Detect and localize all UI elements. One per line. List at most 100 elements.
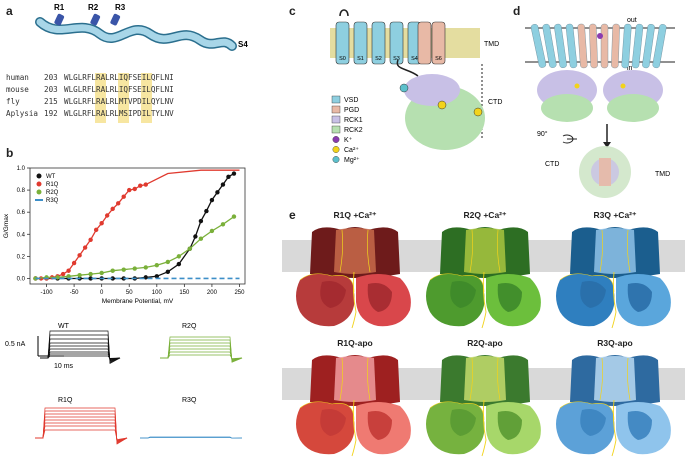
current-trace-r2q [160, 348, 243, 361]
segment-label: S1 [357, 56, 364, 62]
data-point-r2q [209, 228, 215, 234]
helix [530, 24, 547, 68]
map-label: R1Q +Ca²⁺ [333, 210, 377, 220]
tmd-label: TMD [484, 41, 499, 48]
map-label: R3Q-apo [597, 338, 633, 348]
residue-position: 192 [44, 109, 58, 118]
data-point-r1q [132, 186, 137, 192]
legend-label: RCK2 [344, 127, 363, 134]
data-point-r2q [88, 271, 93, 277]
data-point-wt [209, 197, 215, 203]
data-point-r2q [66, 274, 71, 279]
density-map [282, 355, 428, 457]
y-tick-label: 0.2 [17, 254, 26, 260]
data-point-r1q [121, 194, 126, 199]
s4-helix-diagram: R1 R2 R3 S4 [35, 3, 248, 51]
density-map [412, 227, 558, 329]
legend-swatch [331, 105, 341, 114]
sequence: WLGLRFLRALRLIQFSEILQFLNI [64, 73, 174, 82]
legend-label: WT [46, 174, 56, 180]
scale-time-label: 10 ms [54, 363, 74, 370]
segment-s2 [371, 21, 386, 65]
data-point-r1q [82, 245, 88, 250]
data-point-r1q [60, 271, 66, 277]
topology-diagram: S0 S1 S2 S3 S4 S6 TMD CTD VSD PGD RCK1 RCK2 K⁺ Ca²… [330, 9, 502, 164]
helix [589, 23, 598, 69]
data-point-r2q [231, 214, 237, 219]
current-trace-r2q [160, 345, 243, 361]
legend-label: R2Q [46, 190, 59, 196]
ctd-label-d: CTD [545, 161, 559, 168]
alignment-row: mouse 203 WLGLRFLRALRLIQFSEILQFLNI [6, 84, 174, 96]
membrane-band [330, 28, 480, 58]
species-name: mouse [6, 85, 29, 94]
panel-e-label: e [289, 208, 296, 222]
legend-label: RCK1 [344, 117, 363, 124]
map-label: R3Q +Ca²⁺ [593, 210, 637, 220]
ca-site-1 [437, 100, 447, 110]
data-point-r1q [104, 213, 110, 218]
current-trace-r2q [160, 336, 243, 363]
legend-label: K⁺ [344, 137, 353, 144]
legend-label: R1Q [46, 182, 59, 188]
segment-s1 [353, 21, 368, 65]
helix-label-r2: R2 [88, 3, 99, 12]
legend-swatch [331, 115, 341, 124]
data-point-r2q [176, 254, 182, 259]
highlight-r2 [118, 73, 129, 123]
in-label: in [627, 65, 633, 72]
sequence-alignment: human 203 WLGLRFLRALRLIQFSEILQFLNI mouse… [6, 72, 174, 120]
data-point-wt [176, 261, 182, 267]
data-point-wt [165, 269, 171, 275]
segment-s5 [417, 21, 432, 65]
legend-swatch [36, 189, 42, 195]
trace-label-wt: WT [58, 323, 70, 330]
data-point-r1q [77, 253, 82, 258]
mg-site [399, 83, 409, 93]
data-point-r1q [116, 201, 121, 206]
species-name: Aplysia [6, 109, 39, 118]
legend-label: Mg²⁺ [344, 157, 360, 164]
data-point-r1q [110, 206, 115, 212]
plot-frame [29, 167, 246, 285]
highlight-r1 [95, 73, 106, 123]
helix [542, 23, 557, 68]
helix [611, 23, 620, 69]
panel-a-label: a [6, 4, 13, 18]
map-label: R2Q +Ca²⁺ [463, 210, 507, 220]
rck1-domain [404, 74, 460, 106]
data-point-r1q [99, 221, 104, 226]
species-name: fly [6, 97, 20, 106]
data-point-wt [198, 218, 204, 224]
helix [652, 24, 667, 69]
segment-label: S0 [339, 56, 346, 62]
gv-chart: -100 -50 0 50 100 150 200 250 0.0 0.2 0.4 0.6 0.8 1.0… [3, 166, 246, 305]
legend-swatch [332, 156, 340, 163]
tmd-label-d: TMD [655, 171, 670, 178]
data-point-r2q [99, 270, 104, 276]
sequence: WLGLRFLRALRLMSIPDILTYLNV [64, 109, 174, 118]
panel-d-label: d [513, 4, 521, 18]
data-point-r1q [71, 260, 77, 266]
data-point-r2q [143, 265, 148, 270]
helix [600, 23, 609, 69]
data-point-wt [193, 234, 198, 239]
data-point-wt [215, 190, 220, 195]
ctd-label: CTD [488, 99, 502, 106]
segment-s6 [431, 21, 446, 65]
legend-swatch [332, 136, 340, 143]
data-point-wt [143, 275, 148, 280]
data-point-r2q [121, 267, 126, 272]
helix [631, 23, 644, 69]
y-tick-label: 0.6 [17, 210, 26, 216]
x-tick-label: 200 [207, 290, 218, 296]
current-traces: WT R2Q R1Q R3Q 0.5 nA 10 ms [5, 323, 243, 445]
current-trace-r3q [140, 436, 243, 439]
ca-site-2 [473, 107, 483, 117]
species-name: human [6, 73, 29, 82]
sequence: WLGLRFLRALRLMTVPDILQYLNV [64, 97, 174, 106]
current-trace-r2q [160, 354, 243, 359]
series-line-r1q-fit [145, 169, 240, 186]
data-point-r2q [220, 222, 226, 227]
legend-label: VSD [344, 97, 358, 104]
